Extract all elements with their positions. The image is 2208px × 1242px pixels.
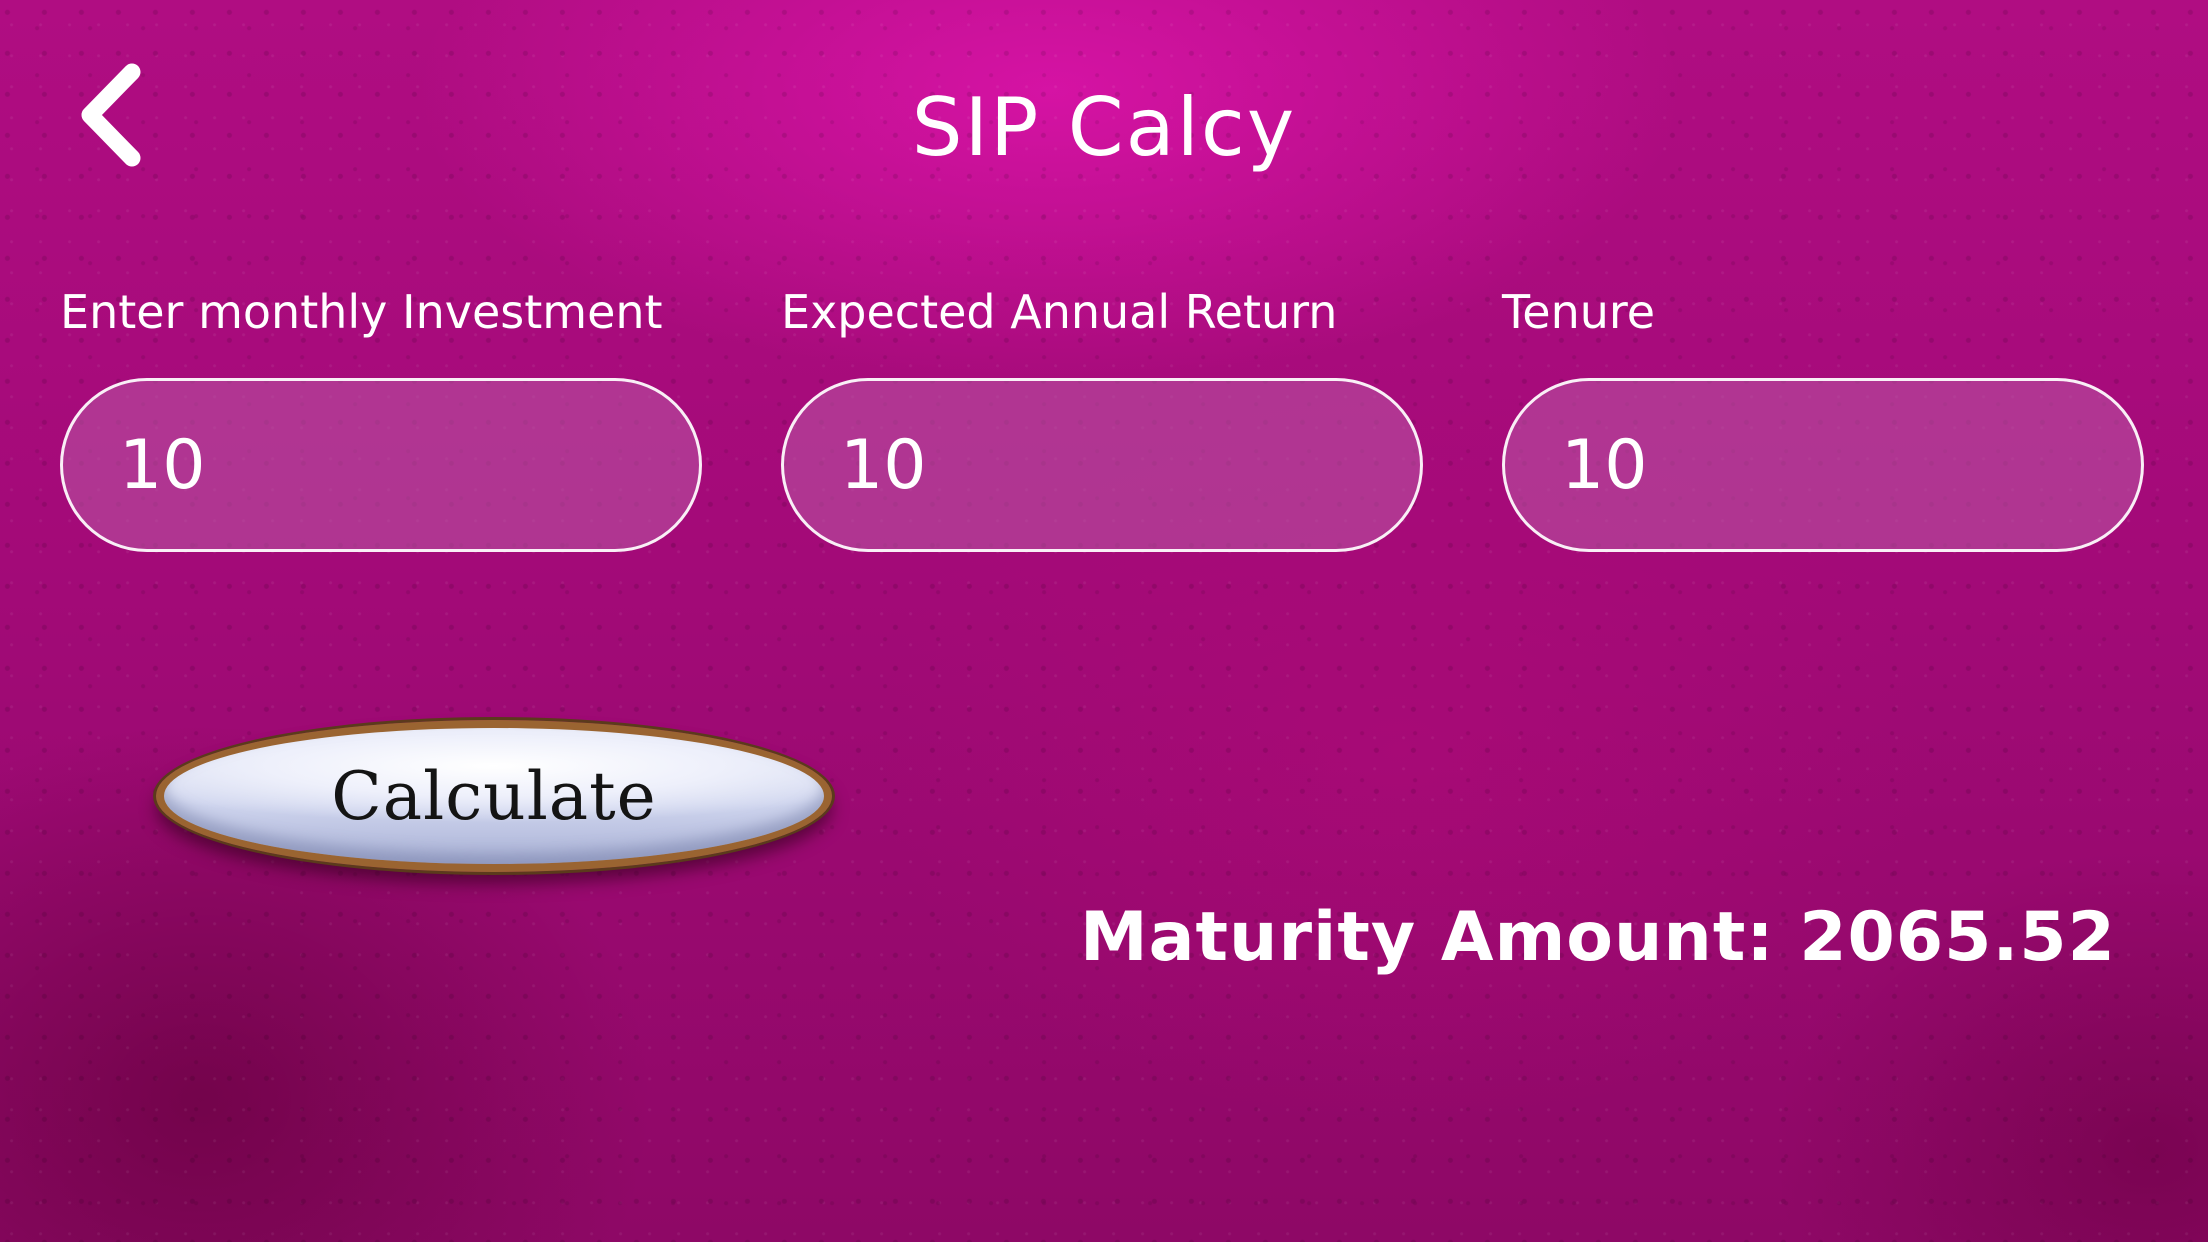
tenure-label: Tenure [1502,285,1656,339]
monthly-investment-label: Enter monthly Investment [60,285,663,339]
monthly-investment-input[interactable] [60,378,702,552]
calculate-button-label: Calculate [331,757,657,835]
tenure-input[interactable] [1502,378,2144,552]
back-button[interactable] [72,60,152,170]
calculate-button[interactable]: Calculate [156,720,832,872]
page-title: SIP Calcy [911,81,1297,174]
annual-return-input[interactable] [781,378,1423,552]
maturity-amount: Maturity Amount: 2065.52 [1080,898,2116,977]
chevron-left-icon [81,63,141,167]
annual-return-label: Expected Annual Return [781,285,1338,339]
